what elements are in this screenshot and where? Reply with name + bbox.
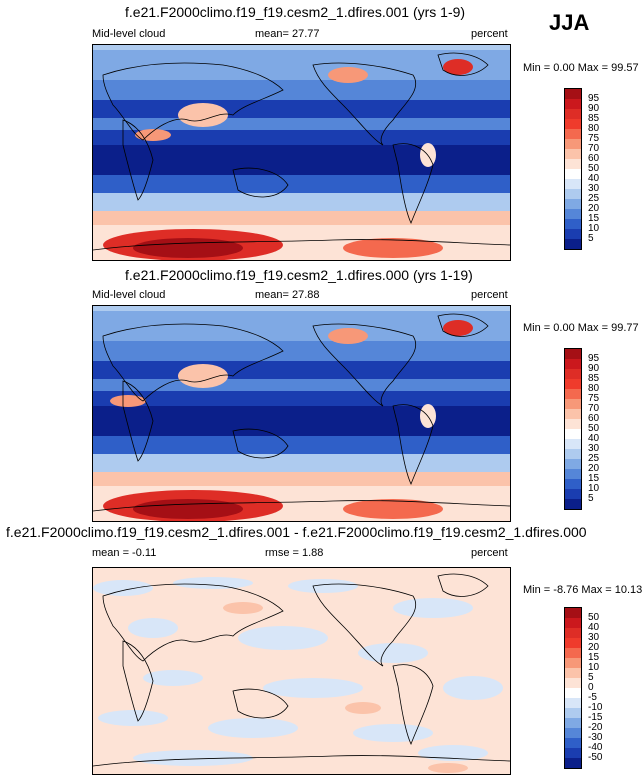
panel-3-tick: 30 [588, 632, 600, 643]
panel-3-tick: -5 [588, 692, 597, 703]
panel-2-tick: 85 [588, 373, 600, 384]
panel-2-tick: 20 [588, 463, 600, 474]
panel-2-tick: 30 [588, 443, 600, 454]
panel-1-tick: 10 [588, 223, 600, 234]
panel-3-units: percent [471, 547, 508, 559]
panel-1-tick: 25 [588, 193, 600, 204]
panel-2-tick: 25 [588, 453, 600, 464]
panel-2-tick: 80 [588, 383, 600, 394]
panel-3-max-label: Max = [581, 584, 612, 596]
panel-2-map [92, 305, 511, 522]
panel-2-min-label: Min = [523, 322, 551, 334]
panel-3-tick: -15 [588, 712, 603, 723]
panel-2-map-graphic [92, 306, 511, 522]
panel-3-min-value: -8.76 [553, 584, 579, 596]
panel-1-tick: 15 [588, 213, 600, 224]
panel-1-tick: 20 [588, 203, 600, 214]
panel-3-tick: -50 [588, 752, 603, 763]
panel-1-tick: 30 [588, 183, 600, 194]
panel-3-min-label: Min = [523, 584, 551, 596]
panel-1-tick: 85 [588, 113, 600, 124]
panel-2-mean-label: mean= [255, 289, 289, 301]
panel-1-mean-value: 27.77 [292, 28, 320, 40]
panel-3-tick: 0 [588, 682, 594, 693]
panel-1-tick: 5 [588, 233, 594, 244]
panel-1-min-label: Min = [523, 62, 551, 74]
panel-3-tick: 10 [588, 662, 600, 673]
panel-2-tick: 10 [588, 483, 600, 494]
panel-2-colorbar [564, 348, 582, 510]
panel-1-title: f.e21.F2000climo.f19_f19.cesm2_1.dfires.… [125, 4, 466, 20]
panel-3-tick: 20 [588, 642, 600, 653]
panel-1-tick: 70 [588, 143, 600, 154]
panel-1-map [92, 44, 511, 261]
panel-3-map [92, 567, 511, 775]
panel-2-mean: mean= 27.88 [255, 289, 320, 301]
panel-2-units: percent [471, 289, 508, 301]
panel-2-tick: 50 [588, 423, 600, 434]
panel-2-tick: 90 [588, 363, 600, 374]
panel-2-colorbar-graphic [565, 349, 581, 509]
panel-1-units: percent [471, 28, 508, 40]
panel-3-title: f.e21.F2000climo.f19_f19.cesm2_1.dfires.… [6, 524, 587, 540]
panel-3-rmse-label: rmse = [265, 547, 299, 559]
panel-2-max-label: Max = [577, 322, 609, 334]
panel-1-tick: 90 [588, 103, 600, 114]
panel-2-tick: 60 [588, 413, 600, 424]
panel-2-tick: 75 [588, 393, 600, 404]
panel-3-rmse: rmse = 1.88 [265, 547, 323, 559]
panel-3-tick: 15 [588, 652, 600, 663]
panel-3-tick: 5 [588, 672, 594, 683]
panel-2-tick: 15 [588, 473, 600, 484]
panel-3-colorbar-graphic [565, 608, 581, 768]
panel-3-map-graphic [92, 568, 511, 774]
panel-1-map-graphic [92, 45, 511, 261]
panel-1-tick: 95 [588, 93, 600, 104]
panel-2-field-label: Mid-level cloud [92, 289, 166, 301]
panel-1-colorbar [564, 88, 582, 250]
panel-1-tick: 60 [588, 153, 600, 164]
panel-1-field-label: Mid-level cloud [92, 28, 166, 40]
panel-2-tick: 70 [588, 403, 600, 414]
season-label: JJA [549, 10, 590, 35]
panel-3-tick: -30 [588, 732, 603, 743]
panel-2-tick: 95 [588, 353, 600, 364]
panel-3-minmax: Min = -8.76 Max = 10.13 [523, 584, 642, 596]
panel-3-rmse-value: 1.88 [302, 547, 324, 559]
panel-3-tick: -40 [588, 742, 603, 753]
panel-1-tick: 75 [588, 133, 600, 144]
panel-1-minmax: Min = 0.00 Max = 99.57 [523, 62, 639, 74]
panel-2-min-value: 0.00 [553, 322, 575, 334]
panel-1-max-value: 99.57 [611, 62, 639, 74]
panel-1-min-value: 0.00 [553, 62, 575, 74]
panel-3-mean: mean = -0.11 [92, 547, 157, 559]
panel-3-tick: -20 [588, 722, 603, 733]
panel-2-title: f.e21.F2000climo.f19_f19.cesm2_1.dfires.… [125, 267, 473, 283]
panel-1-mean: mean= 27.77 [255, 28, 320, 40]
panel-2-mean-value: 27.88 [292, 289, 320, 301]
panel-3-tick: 40 [588, 622, 600, 633]
panel-2-tick: 40 [588, 433, 600, 444]
panel-3-max-value: 10.13 [614, 584, 643, 596]
panel-1-max-label: Max = [577, 62, 609, 74]
panel-3-tick: -10 [588, 702, 603, 713]
panel-3-colorbar [564, 607, 582, 769]
panel-1-colorbar-graphic [565, 89, 581, 249]
panel-2-minmax: Min = 0.00 Max = 99.77 [523, 322, 639, 334]
panel-1-mean-label: mean= [255, 28, 289, 40]
panel-1-tick: 40 [588, 173, 600, 184]
panel-3-tick: 50 [588, 612, 600, 623]
panel-2-max-value: 99.77 [611, 322, 639, 334]
panel-1-tick: 80 [588, 123, 600, 134]
panel-1-tick: 50 [588, 163, 600, 174]
panel-2-tick: 5 [588, 493, 594, 504]
